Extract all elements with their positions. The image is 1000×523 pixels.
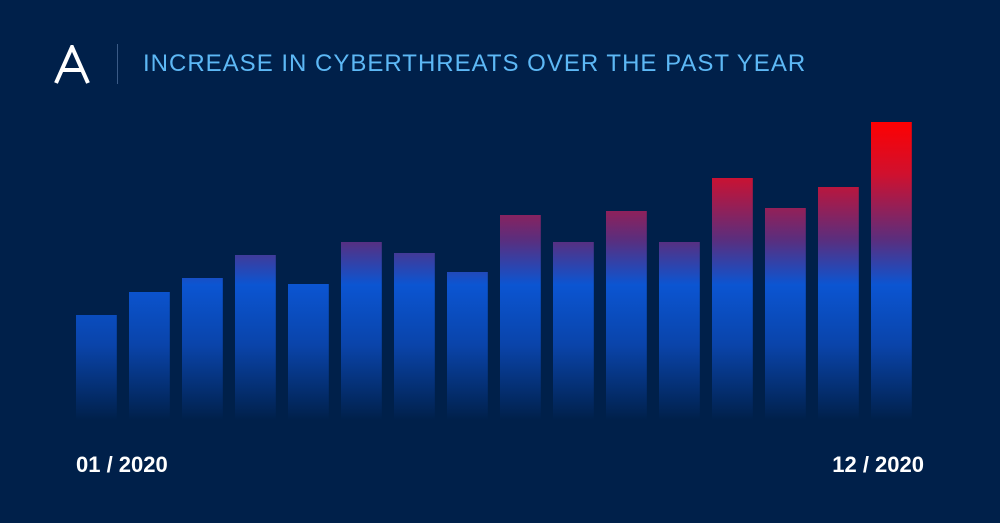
bar-2 xyxy=(129,292,170,420)
bar-7 xyxy=(394,253,435,420)
bar-11 xyxy=(606,211,647,420)
bar-3 xyxy=(182,278,223,420)
header-divider xyxy=(117,44,118,84)
bar-12 xyxy=(659,242,700,420)
bar-14 xyxy=(765,208,806,420)
bar-4 xyxy=(235,255,276,420)
bars-group xyxy=(76,122,912,420)
bar-8 xyxy=(447,272,488,420)
bar-6 xyxy=(341,242,382,420)
acronis-logo-icon xyxy=(54,45,90,84)
bar-16 xyxy=(871,122,912,420)
bar-15 xyxy=(818,187,859,420)
bar-9 xyxy=(500,215,541,420)
x-axis-start-label: 01 / 2020 xyxy=(76,452,168,477)
bar-10 xyxy=(553,242,594,420)
chart-title: INCREASE IN CYBERTHREATS OVER THE PAST Y… xyxy=(143,50,807,77)
bar-13 xyxy=(712,178,753,420)
x-axis-end-label: 12 / 2020 xyxy=(832,452,924,477)
bar-1 xyxy=(76,315,117,420)
bar-5 xyxy=(288,284,329,420)
